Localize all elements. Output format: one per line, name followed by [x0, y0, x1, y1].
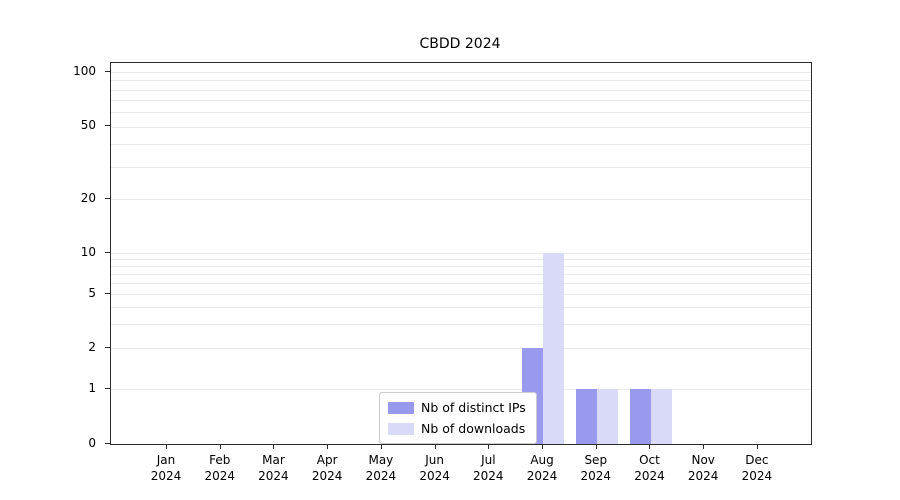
legend-label-downloads: Nb of downloads — [421, 421, 526, 436]
x-tick-mark — [542, 444, 544, 449]
y-tick-mark — [105, 388, 110, 389]
bar-downloads-sep — [596, 389, 618, 444]
x-tick-label: Mar 2024 — [258, 453, 289, 483]
y-tick-mark — [105, 252, 110, 253]
x-tick-label: Apr 2024 — [311, 453, 343, 483]
gridline — [111, 348, 811, 350]
gridline — [111, 100, 811, 101]
x-tick-label: Nov 2024 — [687, 453, 719, 483]
gridline — [111, 166, 811, 168]
x-tick-label: Oct 2024 — [634, 453, 665, 483]
y-tick-label: 20 — [80, 190, 96, 205]
y-tick-label: 50 — [80, 118, 96, 133]
gridline — [111, 293, 811, 295]
gridline — [111, 144, 811, 145]
x-tick-mark — [703, 444, 705, 449]
x-tick-mark — [219, 444, 221, 449]
x-tick-label: Aug 2024 — [526, 453, 558, 483]
x-tick-label: Sep 2024 — [580, 453, 612, 483]
gridline — [111, 80, 811, 82]
legend-label-distinct-ips: Nb of distinct IPs — [421, 400, 526, 415]
y-tick-mark — [105, 292, 110, 294]
bar-distinct-ips-oct — [629, 389, 651, 444]
legend-item-distinct-ips: Nb of distinct IPs — [388, 400, 526, 415]
gridline — [111, 112, 811, 114]
y-tick-label: 1 — [88, 381, 96, 395]
legend: Nb of distinct IPs Nb of downloads — [379, 392, 537, 444]
y-tick-label: 100 — [73, 64, 96, 78]
bar-downloads-oct — [650, 389, 672, 444]
x-tick-mark — [649, 444, 651, 449]
x-tick-mark — [488, 444, 490, 449]
y-tick-label: 2 — [88, 340, 96, 355]
legend-swatch-distinct-ips — [388, 401, 414, 414]
gridline — [111, 266, 811, 268]
x-tick-mark — [166, 444, 167, 449]
gridline — [111, 253, 811, 254]
gridline — [111, 274, 811, 276]
y-tick-mark — [105, 125, 110, 127]
plot-area: Nb of distinct IPs Nb of downloads — [110, 62, 812, 445]
y-tick-label: 0 — [88, 436, 96, 450]
bar-downloads-aug — [543, 253, 564, 444]
gridline — [111, 259, 811, 261]
legend-item-downloads: Nb of downloads — [388, 421, 526, 436]
x-tick-mark — [595, 444, 597, 449]
y-tick-label: 5 — [88, 285, 96, 300]
x-tick-label: May 2024 — [365, 453, 397, 483]
gridline — [111, 307, 811, 309]
y-tick-mark — [105, 197, 110, 199]
chart-title: CBDD 2024 — [419, 36, 501, 52]
x-tick-mark — [434, 444, 436, 449]
legend-swatch-downloads — [388, 422, 414, 435]
gridline — [111, 198, 811, 200]
gridline — [111, 89, 811, 91]
x-tick-mark — [756, 444, 758, 449]
x-tick-label: Feb 2024 — [204, 453, 235, 483]
y-tick-mark — [105, 71, 110, 72]
y-tick-mark — [105, 347, 110, 349]
x-tick-label: Jan 2024 — [150, 453, 182, 483]
y-tick-mark — [105, 443, 110, 444]
x-tick-mark — [273, 444, 275, 449]
x-tick-mark — [380, 444, 382, 449]
gridline — [111, 283, 811, 285]
y-tick-label: 10 — [80, 245, 96, 259]
gridline — [111, 126, 811, 128]
gridline — [111, 324, 811, 326]
x-tick-mark — [327, 444, 329, 449]
x-tick-label: Dec 2024 — [741, 453, 773, 483]
gridline — [111, 72, 811, 73]
x-tick-label: Jun 2024 — [419, 453, 450, 483]
bar-distinct-ips-sep — [575, 389, 597, 444]
gridline — [111, 389, 811, 390]
x-tick-label: Jul 2024 — [473, 453, 504, 483]
